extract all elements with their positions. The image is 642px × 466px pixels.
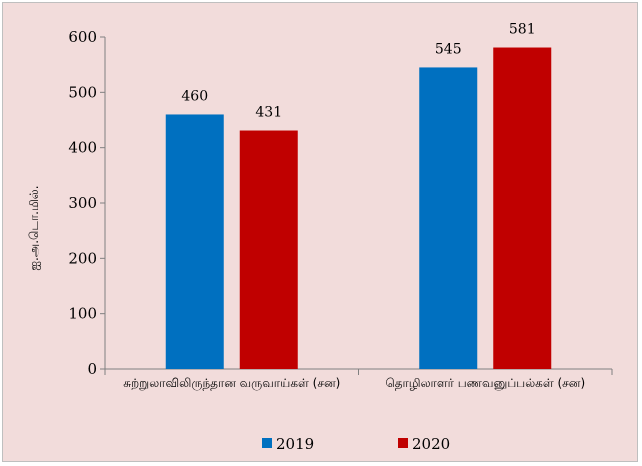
data-label: 545 xyxy=(435,41,462,57)
y-tick-label: 400 xyxy=(68,139,97,157)
bar-2019-1 xyxy=(419,67,478,369)
bars xyxy=(165,47,552,369)
legend-swatch-2020 xyxy=(398,438,408,448)
legend-label: 2019 xyxy=(276,435,314,453)
bar-2019-0 xyxy=(165,114,224,369)
bar-2020-1 xyxy=(493,47,552,369)
y-tick-label: 500 xyxy=(68,83,97,101)
y-tick-label: 100 xyxy=(68,305,97,323)
data-label: 431 xyxy=(255,105,282,121)
y-tick-label: 600 xyxy=(68,28,97,46)
x-tick-label: சுற்றுலாவிலிருந்தான வருவாய்கள் (சன) xyxy=(123,376,340,391)
y-tick-label: 0 xyxy=(87,360,97,378)
y-tick-label: 200 xyxy=(68,249,97,267)
x-tick-label: தொழிலாளர் பணவனுப்பல்கள் (சன) xyxy=(385,376,585,391)
data-label: 460 xyxy=(181,88,208,104)
legend-swatch-2019 xyxy=(262,438,272,448)
y-axis-label: ஐ.அ.டொ.மில். xyxy=(27,185,41,270)
legend: 2019 2020 xyxy=(262,435,450,453)
data-label: 581 xyxy=(509,22,536,38)
y-tick-label: 300 xyxy=(68,194,97,212)
data-labels: 460 431 545 581 xyxy=(181,22,535,121)
bar-2020-0 xyxy=(239,130,298,369)
legend-label: 2020 xyxy=(412,435,450,453)
y-axis: 0 100 200 300 400 500 600 xyxy=(68,28,106,378)
x-axis: சுற்றுலாவிலிருந்தான வருவாய்கள் (சன) தொழில… xyxy=(104,368,613,391)
